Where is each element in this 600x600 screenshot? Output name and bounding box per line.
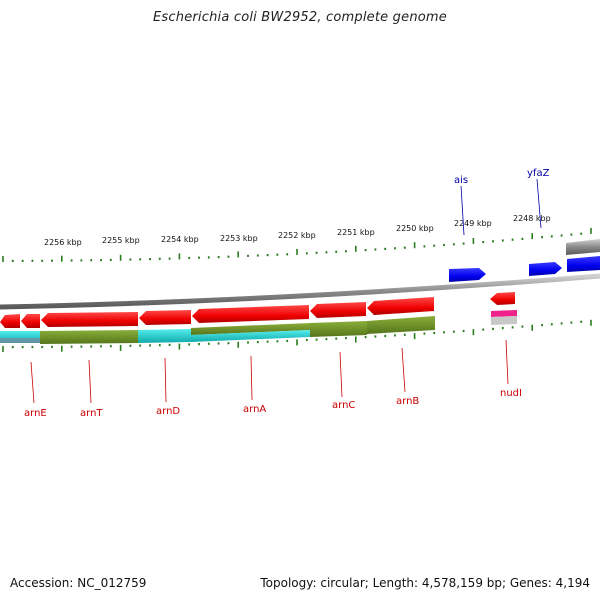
scale-label: 2254 kbp [161,235,199,244]
scale-label: 2252 kbp [278,231,316,240]
gene-forward-right[interactable] [567,256,600,272]
leader-arnB [401,347,406,393]
scale-label: 2248 kbp [513,214,551,223]
leader-ais [460,185,465,236]
scale-label: 2249 kbp [454,219,492,228]
feature-band [0,310,517,344]
band-olive-4 [367,316,435,334]
leader-arnD [164,357,167,403]
gene-label-arnA[interactable]: arnA [243,404,266,415]
gene-nudI[interactable] [490,292,515,305]
gene-ais[interactable] [449,268,486,282]
gene-arnD[interactable] [139,310,191,325]
scale-labels: 2256 kbp 2255 kbp 2254 kbp 2253 kbp 2252… [44,214,551,247]
band-cyan-2 [191,330,310,342]
leader-nudI [505,339,509,385]
gene-label-arnD[interactable]: arnD [156,406,180,417]
leader-yfaZ [536,178,542,229]
leader-arnC [339,351,343,398]
reverse-strand-genes [0,292,515,328]
scale-label: 2256 kbp [44,238,82,247]
genome-summary-text: Topology: circular; Length: 4,578,159 bp… [260,576,590,590]
genome-title: Escherichia coli BW2952, complete genome [153,10,447,25]
gene-label-arnB[interactable]: arnB [396,396,419,407]
gene-arnE-a[interactable] [0,314,20,328]
inner-tick-row [2,319,592,352]
genome-backbone [0,273,600,310]
leader-arnA [250,355,253,401]
forward-strand-genes [449,239,600,282]
gene-label-arnT[interactable]: arnT [80,408,103,419]
leader-arnT [88,359,92,404]
gene-labels: arnE arnT arnD arnA arnC arnB nudI ais y… [24,168,550,419]
gene-leaders [30,178,542,404]
gene-yfaZ[interactable] [529,262,562,276]
scale-label: 2253 kbp [220,234,258,243]
gene-label-yfaZ[interactable]: yfaZ [527,168,550,179]
band-olive-1 [40,330,138,344]
scale-label: 2255 kbp [102,236,140,245]
gene-label-arnE[interactable]: arnE [24,408,47,419]
gene-arnB[interactable] [367,297,434,315]
gene-label-nudI[interactable]: nudI [500,388,522,399]
scale-label: 2251 kbp [337,228,375,237]
accession-text: Accession: NC_012759 [10,576,147,590]
band-cyan-1 [138,329,191,343]
gene-arnC[interactable] [310,302,366,318]
gene-arnA[interactable] [192,305,309,323]
band-olive-2 [191,323,310,335]
band-grey-nudI [491,316,517,325]
gene-label-ais[interactable]: ais [454,175,468,186]
leader-arnE [30,361,35,404]
gray-feature-right [566,239,600,255]
band-left-grey [0,338,40,343]
scale-label: 2250 kbp [396,224,434,233]
outer-tick-row [2,227,592,262]
band-pink-nudI [491,310,517,317]
gene-label-arnC[interactable]: arnC [332,400,355,411]
band-olive-3 [310,321,367,337]
gene-arnE-b[interactable] [21,314,40,328]
gene-arnT[interactable] [41,312,138,327]
